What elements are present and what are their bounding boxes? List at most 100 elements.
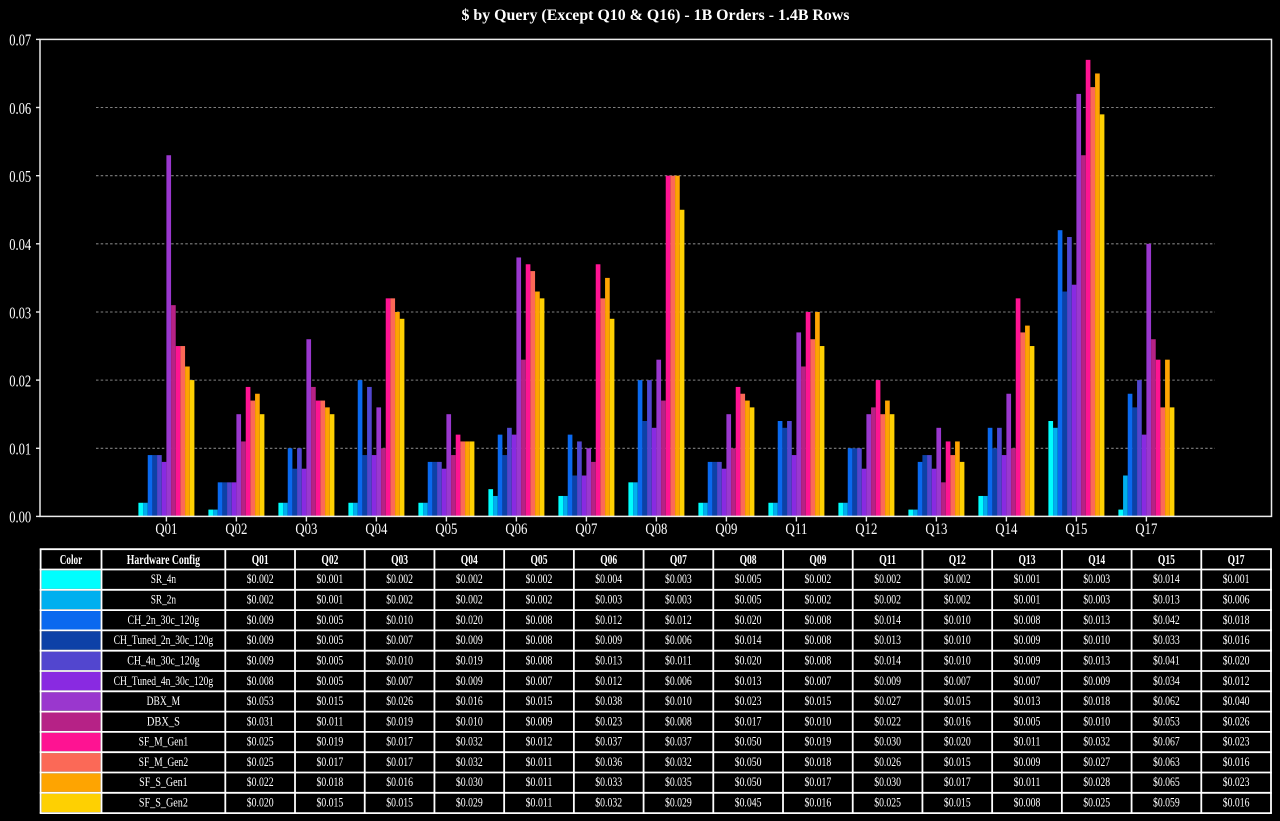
svg-text:0.04: 0.04	[9, 235, 31, 254]
svg-text:$0.008: $0.008	[526, 613, 553, 627]
svg-text:$0.038: $0.038	[595, 694, 622, 708]
svg-text:$0.004: $0.004	[595, 572, 622, 586]
svg-text:$0.001: $0.001	[317, 572, 344, 586]
svg-text:$0.003: $0.003	[1083, 593, 1110, 607]
svg-text:$0.009: $0.009	[595, 633, 622, 647]
svg-text:Hardware Config: Hardware Config	[127, 552, 200, 567]
svg-text:$0.007: $0.007	[805, 674, 832, 688]
svg-text:$0.015: $0.015	[805, 694, 832, 708]
svg-text:$0.015: $0.015	[386, 796, 413, 810]
svg-text:$0.010: $0.010	[944, 654, 971, 668]
svg-text:DBX_M: DBX_M	[147, 694, 181, 708]
svg-text:$0.020: $0.020	[735, 654, 762, 668]
svg-text:$0.002: $0.002	[526, 572, 553, 586]
svg-text:0.05: 0.05	[9, 167, 31, 186]
svg-text:$0.013: $0.013	[1014, 694, 1041, 708]
svg-text:$0.007: $0.007	[386, 633, 413, 647]
svg-text:0.00: 0.00	[9, 508, 31, 527]
svg-text:$0.019: $0.019	[317, 735, 344, 749]
svg-text:$0.003: $0.003	[1083, 572, 1110, 586]
svg-text:$0.010: $0.010	[456, 714, 483, 728]
svg-text:Q03: Q03	[391, 552, 408, 567]
svg-text:$0.005: $0.005	[317, 613, 344, 627]
svg-text:$0.035: $0.035	[665, 775, 692, 789]
svg-text:Q03: Q03	[295, 521, 317, 538]
svg-text:$0.012: $0.012	[1223, 674, 1250, 688]
svg-text:Q05: Q05	[531, 552, 548, 567]
svg-text:Q15: Q15	[1158, 552, 1175, 567]
svg-text:$0.030: $0.030	[874, 775, 901, 789]
svg-text:$0.050: $0.050	[735, 735, 762, 749]
svg-text:SR_4n: SR_4n	[151, 572, 176, 586]
svg-text:$0.009: $0.009	[1014, 755, 1041, 769]
svg-text:$0.017: $0.017	[386, 755, 413, 769]
svg-text:$0.002: $0.002	[874, 593, 901, 607]
svg-text:$0.013: $0.013	[1083, 654, 1110, 668]
svg-text:$0.015: $0.015	[317, 796, 344, 810]
svg-text:$0.009: $0.009	[526, 714, 553, 728]
svg-text:Q13: Q13	[1019, 552, 1036, 567]
svg-text:Q12: Q12	[855, 521, 877, 538]
svg-text:$0.009: $0.009	[456, 674, 483, 688]
svg-text:$0.010: $0.010	[944, 613, 971, 627]
svg-text:$0.026: $0.026	[874, 755, 901, 769]
svg-text:$0.002: $0.002	[944, 593, 971, 607]
svg-text:$0.002: $0.002	[247, 593, 274, 607]
svg-text:$0.008: $0.008	[805, 654, 832, 668]
svg-text:0.02: 0.02	[9, 371, 31, 390]
svg-text:$0.053: $0.053	[1153, 714, 1180, 728]
svg-text:$0.016: $0.016	[386, 775, 413, 789]
svg-text:$0.029: $0.029	[456, 796, 483, 810]
svg-text:$0.018: $0.018	[1083, 694, 1110, 708]
svg-text:$0.002: $0.002	[526, 593, 553, 607]
svg-text:$0.008: $0.008	[247, 674, 274, 688]
svg-text:$0.002: $0.002	[944, 572, 971, 586]
svg-text:$0.029: $0.029	[665, 796, 692, 810]
svg-text:$0.020: $0.020	[247, 796, 274, 810]
svg-text:$0.002: $0.002	[805, 593, 832, 607]
svg-text:$0.002: $0.002	[247, 572, 274, 586]
svg-text:$0.005: $0.005	[1014, 714, 1041, 728]
svg-text:Q01: Q01	[252, 552, 269, 567]
svg-text:Q08: Q08	[740, 552, 757, 567]
svg-text:$0.020: $0.020	[1223, 654, 1250, 668]
svg-text:Q06: Q06	[600, 552, 617, 567]
svg-text:$0.007: $0.007	[1014, 674, 1041, 688]
svg-text:SR_2n: SR_2n	[151, 593, 176, 607]
svg-text:$0.063: $0.063	[1153, 755, 1180, 769]
svg-text:$0.012: $0.012	[665, 613, 692, 627]
svg-text:Q15: Q15	[1065, 521, 1087, 538]
svg-text:Q04: Q04	[461, 552, 478, 567]
svg-text:$0.015: $0.015	[944, 694, 971, 708]
svg-text:$0.022: $0.022	[874, 714, 901, 728]
svg-text:$0.014: $0.014	[874, 613, 901, 627]
svg-text:$0.034: $0.034	[1153, 674, 1180, 688]
svg-text:Q09: Q09	[809, 552, 826, 567]
svg-text:$0.022: $0.022	[247, 775, 274, 789]
svg-text:0.01: 0.01	[9, 440, 31, 459]
svg-text:Q17: Q17	[1135, 521, 1157, 538]
svg-text:$0.005: $0.005	[317, 633, 344, 647]
svg-text:Q06: Q06	[505, 521, 527, 538]
svg-text:$0.017: $0.017	[317, 755, 344, 769]
svg-text:SF_M_Gen2: SF_M_Gen2	[139, 755, 189, 769]
svg-text:$0.032: $0.032	[1083, 735, 1110, 749]
svg-text:$0.009: $0.009	[247, 613, 274, 627]
svg-text:$0.014: $0.014	[874, 654, 901, 668]
svg-text:$0.027: $0.027	[1083, 755, 1110, 769]
svg-text:$0.008: $0.008	[526, 633, 553, 647]
svg-text:$0.007: $0.007	[386, 674, 413, 688]
svg-text:$0.002: $0.002	[805, 572, 832, 586]
svg-text:$0.003: $0.003	[595, 593, 622, 607]
svg-text:$0.023: $0.023	[1223, 735, 1250, 749]
svg-text:$0.012: $0.012	[595, 674, 622, 688]
svg-text:$0.009: $0.009	[247, 654, 274, 668]
svg-text:$0.002: $0.002	[386, 572, 413, 586]
svg-text:$0.008: $0.008	[1014, 796, 1041, 810]
svg-text:$0.001: $0.001	[1223, 572, 1250, 586]
svg-text:$0.007: $0.007	[944, 674, 971, 688]
svg-text:$0.012: $0.012	[595, 613, 622, 627]
svg-text:$0.014: $0.014	[735, 633, 762, 647]
svg-text:CH_Tuned_4n_30c_120g: CH_Tuned_4n_30c_120g	[114, 674, 214, 688]
svg-text:$0.036: $0.036	[595, 755, 622, 769]
